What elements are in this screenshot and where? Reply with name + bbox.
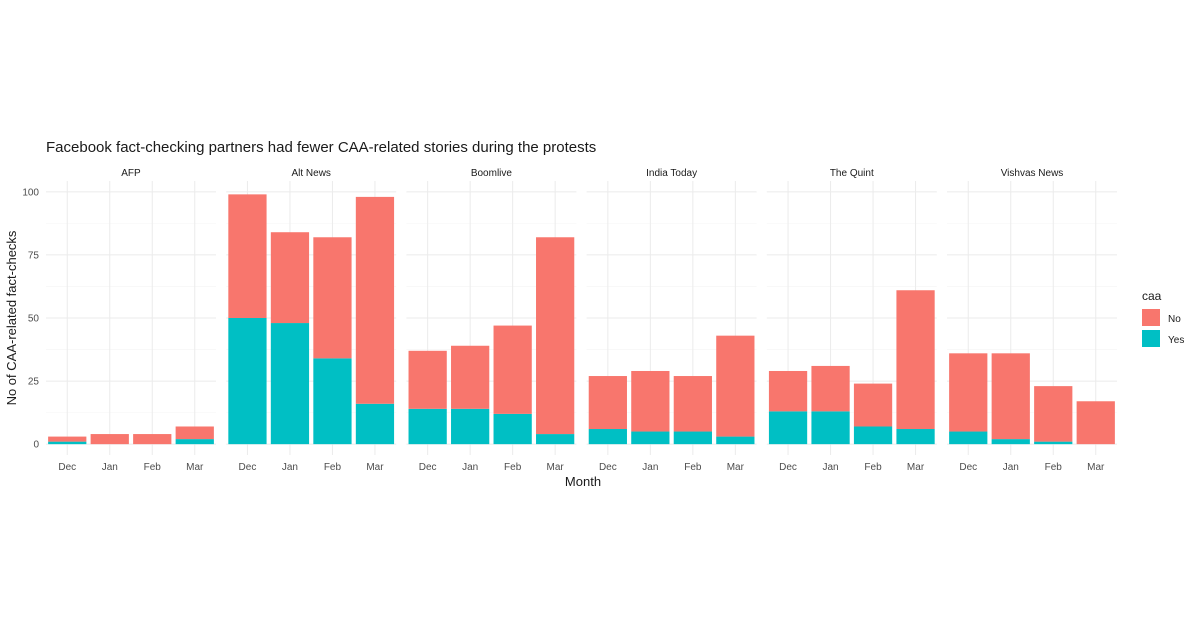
x-tick-label: Jan — [102, 462, 118, 473]
bar-no — [313, 237, 352, 359]
bar-yes — [228, 318, 267, 445]
bar-no — [175, 426, 214, 440]
bar-yes — [768, 411, 808, 445]
facet-label: Vishvas News — [1001, 168, 1064, 179]
y-tick-label: 50 — [28, 314, 40, 325]
x-tick-label: Feb — [684, 462, 702, 473]
facet-label: Alt News — [291, 168, 330, 179]
legend-title: caa — [1142, 289, 1162, 303]
bar-yes — [949, 431, 988, 445]
facet-panel: Boomlive Dec Jan Feb Mar — [406, 168, 577, 473]
bar-no — [48, 436, 87, 442]
x-tick-label: Feb — [504, 462, 522, 473]
facet-panel: India Today Dec Jan Feb Mar — [586, 168, 757, 473]
x-tick-label: Feb — [864, 462, 882, 473]
facet-label: The Quint — [830, 168, 874, 179]
bar-yes — [811, 411, 850, 445]
y-axis-title: No of CAA-related fact-checks — [4, 230, 19, 405]
bar-no — [896, 290, 935, 430]
legend-key-yes — [1142, 330, 1160, 347]
bar-no — [631, 370, 670, 432]
y-tick-label: 100 — [22, 187, 39, 198]
bar-yes — [355, 403, 395, 445]
bar-yes — [673, 431, 712, 445]
x-tick-label: Mar — [366, 462, 384, 473]
bar-no — [270, 232, 310, 324]
x-tick-label: Dec — [419, 462, 437, 473]
x-tick-label: Dec — [239, 462, 257, 473]
x-tick-label: Jan — [1003, 462, 1019, 473]
x-tick-label: Jan — [642, 462, 658, 473]
bar-no — [949, 353, 988, 432]
bar-yes — [896, 429, 935, 445]
facet-panel: The Quint Dec Jan Feb Mar — [766, 168, 937, 473]
x-tick-label: Mar — [1087, 462, 1105, 473]
y-tick-label: 75 — [28, 250, 40, 261]
bar-yes — [716, 436, 755, 445]
bar-no — [1034, 386, 1073, 442]
x-tick-label: Mar — [907, 462, 925, 473]
legend-label-yes: Yes — [1168, 335, 1184, 346]
y-tick-label: 0 — [33, 440, 39, 451]
bar-no — [408, 350, 447, 409]
bar-no — [811, 365, 850, 412]
facet-label: AFP — [121, 168, 141, 179]
x-tick-label: Feb — [144, 462, 162, 473]
bar-yes — [175, 439, 214, 445]
bar-no — [991, 353, 1030, 440]
x-tick-label: Mar — [186, 462, 204, 473]
x-axis-title: Month — [565, 474, 601, 489]
bar-yes — [853, 426, 893, 445]
x-tick-label: Jan — [282, 462, 298, 473]
bar-no — [133, 434, 172, 445]
bar-no — [493, 325, 532, 414]
bar-yes — [588, 429, 627, 445]
x-tick-label: Mar — [547, 462, 565, 473]
bar-no — [588, 376, 627, 430]
bar-yes — [991, 439, 1030, 445]
facet-panel: Alt News Dec Jan Feb Mar — [226, 168, 397, 473]
bar-yes — [1034, 441, 1073, 445]
legend: caa No Yes — [1142, 289, 1184, 347]
x-tick-label: Feb — [1045, 462, 1063, 473]
x-tick-label: Mar — [727, 462, 745, 473]
bar-no — [673, 376, 712, 432]
bar-yes — [270, 323, 310, 445]
x-tick-label: Dec — [959, 462, 977, 473]
bar-yes — [451, 408, 490, 445]
y-axis: 0 25 50 75 100 — [22, 187, 39, 450]
x-tick-label: Jan — [462, 462, 478, 473]
facet-panel: Vishvas News Dec Jan Feb Mar — [947, 168, 1117, 473]
bar-no — [90, 434, 129, 445]
bar-no — [355, 196, 395, 404]
bar-yes — [493, 413, 532, 445]
bar-yes — [48, 441, 87, 445]
bar-yes — [631, 431, 670, 445]
facet-label: Boomlive — [471, 168, 513, 179]
bar-no — [228, 194, 267, 318]
bar-no — [768, 370, 808, 412]
bar-yes — [536, 434, 575, 445]
x-tick-label: Dec — [58, 462, 76, 473]
chart-title: Facebook fact-checking partners had fewe… — [46, 139, 596, 156]
bar-yes — [313, 358, 352, 445]
x-tick-label: Jan — [822, 462, 838, 473]
bar-no — [716, 335, 755, 437]
x-tick-label: Dec — [599, 462, 617, 473]
legend-key-no — [1142, 309, 1160, 326]
facet-panel: AFP Dec Jan Feb Mar — [46, 168, 216, 473]
bar-no — [451, 345, 490, 409]
bar-no — [853, 383, 893, 427]
bar-no — [1076, 401, 1115, 445]
x-tick-label: Dec — [779, 462, 797, 473]
bar-no — [536, 237, 575, 435]
y-tick-label: 25 — [28, 377, 40, 388]
facet-label: India Today — [646, 168, 697, 179]
x-tick-label: Feb — [324, 462, 342, 473]
bar-yes — [408, 408, 447, 445]
legend-label-no: No — [1168, 314, 1181, 325]
